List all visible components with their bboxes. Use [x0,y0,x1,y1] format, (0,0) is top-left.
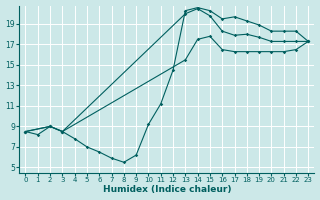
X-axis label: Humidex (Indice chaleur): Humidex (Indice chaleur) [103,185,231,194]
